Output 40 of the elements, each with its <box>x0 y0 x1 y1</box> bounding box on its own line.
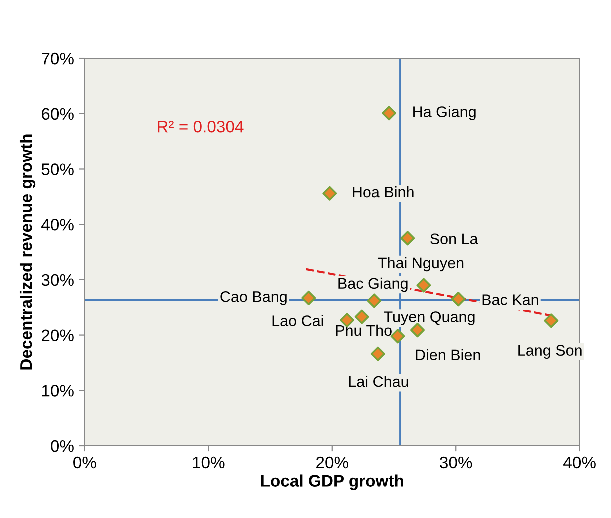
annotation: Son La <box>430 234 478 245</box>
annotation: Cao Bang <box>220 291 287 306</box>
annotation: R² = 0.0304 <box>158 120 244 133</box>
x-tick-label: 40% <box>564 456 596 469</box>
annotation: Tuyen Quang <box>384 312 475 326</box>
y-tick-label: 0% <box>51 440 74 452</box>
annotation: Dien Bien <box>416 349 480 360</box>
annotation: Phu Tho <box>336 324 392 336</box>
x-axis-title: Local GDP growth <box>261 474 404 490</box>
y-tick-label: 10% <box>42 385 74 397</box>
point <box>390 329 406 344</box>
x-tick-label: 30% <box>440 456 472 469</box>
annotation: Lao Cai <box>272 315 324 326</box>
point <box>367 294 382 308</box>
y-tick-label: 70% <box>42 52 74 65</box>
x-tick-label: 20% <box>316 456 348 469</box>
point <box>416 278 432 293</box>
x-tick-label: 0% <box>74 456 96 469</box>
annotation: Bac Kan <box>482 294 538 306</box>
point <box>370 346 386 362</box>
annotation: Lang Son <box>518 345 582 360</box>
point <box>400 231 416 246</box>
y-axis-title: Decentralized revenue growth <box>20 134 36 370</box>
annotation: Bac Giang <box>338 278 408 292</box>
point <box>382 106 397 121</box>
annotation: Ha Giang <box>414 106 476 120</box>
y-tick-label: 20% <box>42 330 74 342</box>
annotation: Lai Chau <box>349 376 408 388</box>
annotation: Thai Nguyen <box>378 257 464 272</box>
annotation: Hoa Binh <box>353 186 414 198</box>
point <box>354 310 370 324</box>
point <box>451 292 466 307</box>
y-tick-label: 40% <box>42 218 74 231</box>
y-tick-label: 60% <box>42 108 74 120</box>
point <box>322 186 338 201</box>
y-tick-label: 30% <box>42 274 74 286</box>
point <box>544 314 559 328</box>
point <box>302 290 316 306</box>
x-tick-label: 10% <box>193 456 225 469</box>
y-tick-label: 50% <box>42 164 74 176</box>
